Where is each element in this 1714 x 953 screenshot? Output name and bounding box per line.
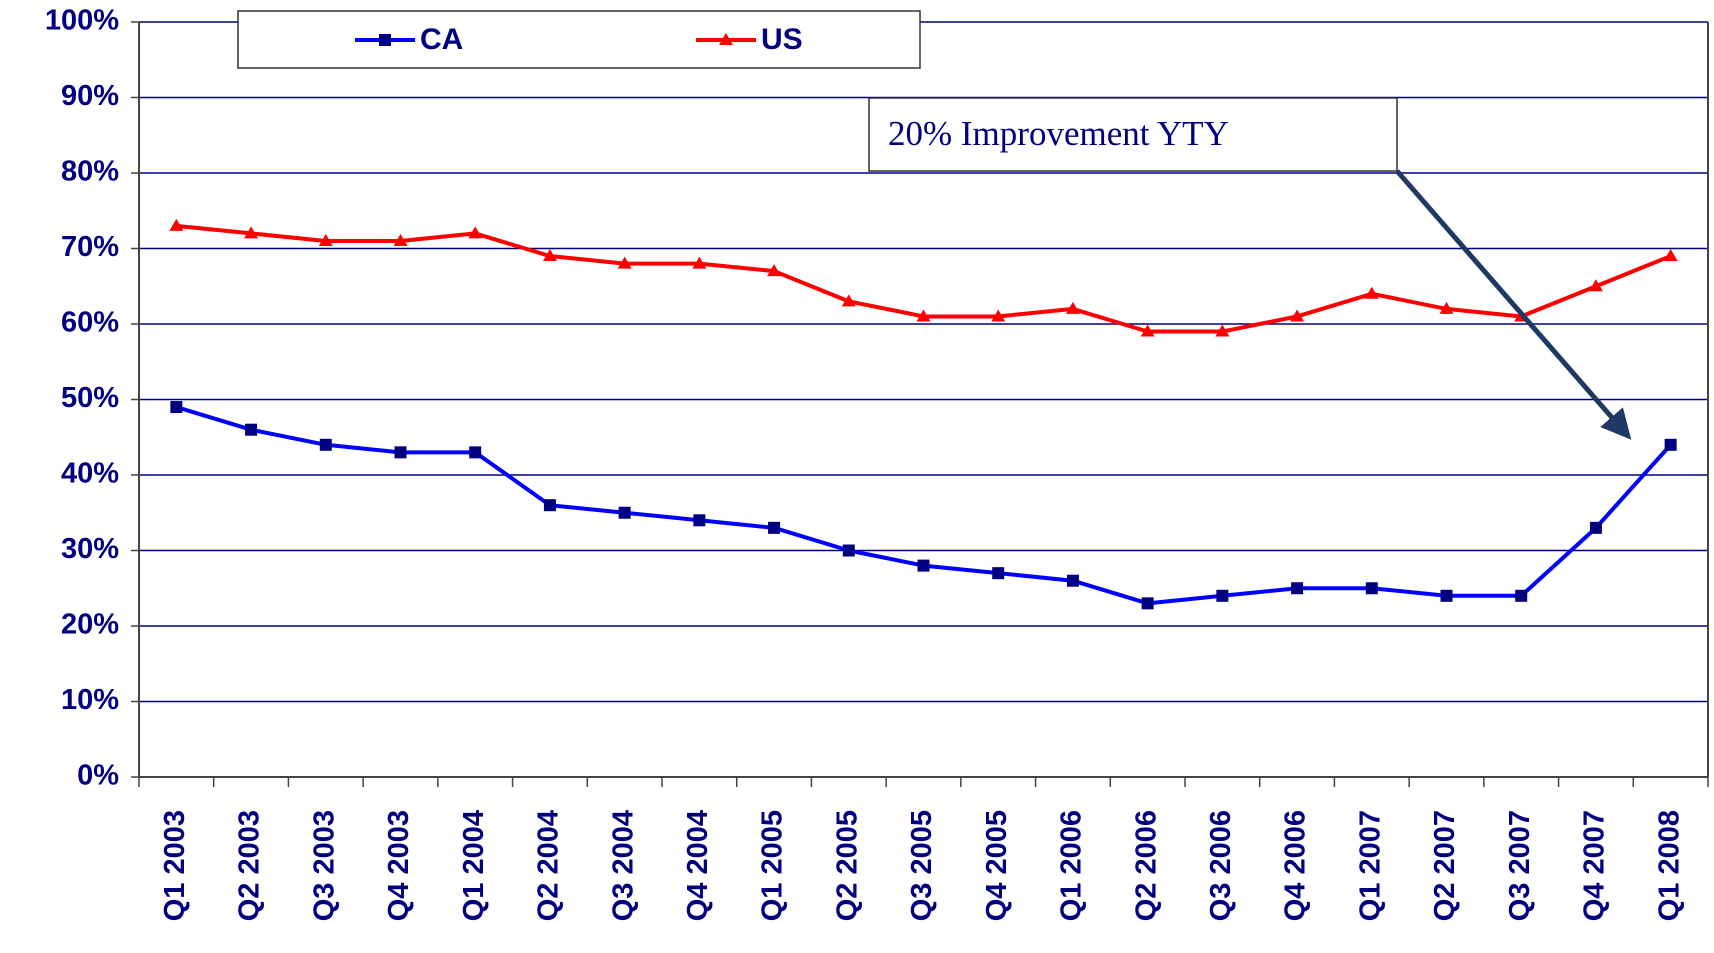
point (1290, 309, 1305, 322)
y-tick-label: 0% (77, 760, 119, 792)
point (692, 256, 707, 269)
y-tick-label: 40% (61, 458, 119, 490)
point (393, 233, 408, 246)
y-tick-label: 90% (61, 80, 119, 112)
point (916, 309, 931, 322)
x-tick-label: Q3 2006 (1205, 810, 1237, 921)
point (842, 544, 855, 557)
grid: 0% 10% 20% 30% 40% 50% 60% 70% 80% 90% 100% Q1 2003… (45, 5, 1709, 921)
x-tick-label: Q1 2004 (458, 810, 490, 921)
point (1589, 521, 1602, 534)
point (245, 423, 258, 436)
point (319, 438, 332, 451)
point (543, 499, 556, 512)
x-tick-label: Q4 2003 (383, 810, 415, 921)
x-tick-label: Q1 2005 (757, 810, 789, 921)
point (1663, 249, 1678, 262)
point (917, 559, 930, 572)
x-tick-label: Q4 2006 (1280, 810, 1312, 921)
point (693, 514, 706, 527)
point (318, 233, 333, 246)
x-tick-label: Q4 2007 (1579, 810, 1611, 921)
x-tick-label: Q2 2005 (831, 810, 863, 921)
point (1439, 301, 1454, 314)
annotation-box (868, 97, 1398, 172)
x-tick-label: Q3 2003 (308, 810, 340, 921)
y-tick-label: 10% (61, 684, 119, 716)
point (768, 521, 781, 534)
point (468, 226, 483, 239)
x-tick-label: Q4 2004 (682, 810, 714, 921)
point (617, 256, 632, 269)
point (1215, 324, 1230, 337)
point (841, 294, 856, 307)
legend-label: US (761, 23, 803, 56)
x-tick-label: Q1 2007 (1354, 810, 1386, 921)
point (1065, 301, 1080, 314)
y-tick-label: 30% (61, 533, 119, 565)
y-tick-label: 70% (61, 231, 119, 263)
point (1588, 279, 1603, 292)
x-tick-label: Q3 2004 (607, 810, 639, 921)
y-tick-label: 80% (61, 156, 119, 188)
point (170, 401, 183, 414)
point (767, 264, 782, 277)
annotation-arrow (1395, 169, 1632, 440)
point (469, 446, 482, 459)
point (1216, 589, 1229, 602)
legend: CA US (355, 23, 803, 56)
point (618, 506, 631, 519)
y-tick-label: 100% (45, 5, 119, 37)
x-tick-label: Q3 2005 (906, 810, 938, 921)
point (1141, 597, 1154, 610)
point (169, 218, 184, 231)
annotation: 20% Improvement YTY (888, 114, 1229, 153)
legend-marker (379, 34, 391, 46)
x-tick-label: Q1 2003 (159, 810, 191, 921)
x-tick-label: Q3 2007 (1504, 810, 1536, 921)
point (1515, 589, 1528, 602)
point (1140, 324, 1155, 337)
y-tick-label: 20% (61, 609, 119, 641)
x-tick-label: Q2 2006 (1130, 810, 1162, 921)
legend-label: CA (420, 23, 463, 56)
x-tick-label: Q1 2006 (1056, 810, 1088, 921)
point (1066, 574, 1079, 587)
point (992, 567, 1005, 580)
legend-box (237, 10, 921, 69)
point (1440, 589, 1453, 602)
point (1664, 438, 1677, 451)
x-tick-label: Q2 2003 (234, 810, 266, 921)
y-tick-label: 60% (61, 307, 119, 339)
legend-marker (719, 33, 733, 45)
point (1364, 286, 1379, 299)
x-tick-label: Q1 2008 (1653, 810, 1685, 921)
point (244, 226, 259, 239)
point (991, 309, 1006, 322)
y-tick-label: 50% (61, 382, 119, 414)
x-tick-label: Q2 2004 (533, 810, 565, 921)
point (542, 249, 557, 262)
point (1365, 582, 1378, 595)
series-line (175, 405, 1673, 606)
x-tick-label: Q4 2005 (981, 810, 1013, 921)
point (1291, 582, 1304, 595)
x-tick-label: Q2 2007 (1429, 810, 1461, 921)
point (394, 446, 407, 459)
